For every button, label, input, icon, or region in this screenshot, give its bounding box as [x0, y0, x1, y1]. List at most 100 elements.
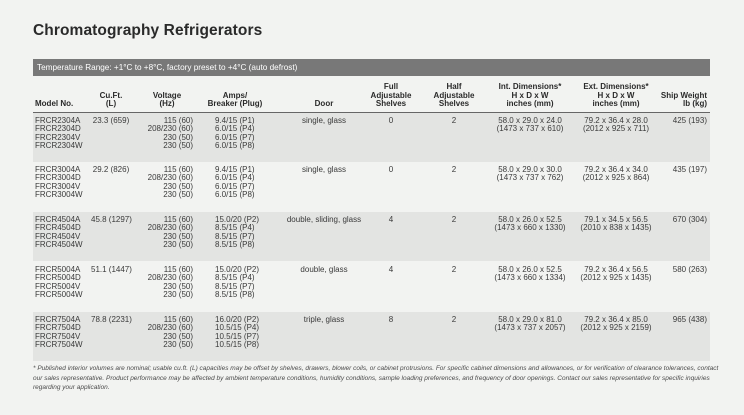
ext-dimensions-cell: 79.2 x 36.4 x 28.0 (2012 x 925 x 711) — [571, 116, 661, 134]
model-numbers-line: FRCR4504A — [35, 215, 81, 224]
header-line: Cu.Ft. — [99, 90, 123, 100]
header-line: Door — [314, 99, 334, 109]
amps-cell-line: 6.0/15 (P7) — [215, 181, 255, 191]
int-dimensions-cell-line: 58.0 x 29.0 x 24.0 — [498, 116, 562, 125]
model-numbers: FRCR4504A FRCR4504D FRCR4504V FRCR4504W — [35, 215, 87, 250]
int-dimensions-cell: 58.0 x 26.0 x 52.5 (1473 x 660 x 1334) — [485, 265, 575, 283]
model-numbers-line: FRCR4504V — [35, 231, 81, 241]
voltage-cell-line: 115 (60) — [163, 165, 193, 174]
amps-cell-line: 16.0/20 (P2) — [215, 315, 260, 324]
header-model: Model No. — [35, 100, 85, 109]
header-full-shelves: Full Adjustable Shelves — [366, 83, 416, 109]
table-row: FRCR4504A FRCR4504D FRCR4504V FRCR4504W 45.8… — [33, 212, 710, 261]
ext-dimensions-cell-line: (2012 x 925 x 1435) — [580, 273, 652, 283]
ext-dimensions-cell-line: 79.2 x 36.4 x 28.0 — [584, 116, 648, 125]
ext-dimensions-cell-line: 79.2 x 36.4 x 34.0 — [584, 165, 648, 174]
amps-cell: 16.0/20 (P2) 10.5/15 (P4) 10.5/15 (P7) 10.5… — [215, 315, 275, 350]
voltage-cell: 115 (60) 208/230 (60) 230 (50) 230 (50) — [141, 165, 193, 200]
amps-cell-line: 9.4/15 (P1) — [215, 116, 255, 125]
table-row: FRCR2304A FRCR2304D FRCR2304V FRCR2304W 23.3… — [33, 113, 710, 162]
ship-weight-cell: 580 (263) — [647, 265, 707, 274]
voltage-cell-line: 115 (60) — [163, 116, 193, 125]
int-dimensions-cell-line: (1473 x 660 x 1330) — [494, 223, 566, 233]
voltage-cell-line: 230 (50) — [163, 181, 193, 191]
voltage-cell-line: 230 (50) — [163, 141, 193, 151]
door-cell: double, sliding, glass — [283, 215, 365, 224]
full-shelves-cell-value: 0 — [388, 116, 394, 125]
ship-weight-cell: 965 (438) — [647, 315, 707, 324]
amps-cell-line: 9.4/15 (P1) — [215, 165, 255, 174]
amps-cell-line: 6.0/15 (P4) — [215, 124, 255, 134]
capacity-cell-value: 29.2 (826) — [92, 165, 130, 174]
voltage-cell-line: 115 (60) — [163, 315, 193, 324]
door-cell: single, glass — [283, 165, 365, 174]
amps-cell: 15.0/20 (P2) 8.5/15 (P4) 8.5/15 (P7) 8.5/15… — [215, 215, 275, 250]
door-cell-value: single, glass — [301, 165, 347, 174]
amps-cell-line: 8.5/15 (P8) — [215, 290, 255, 300]
half-shelves-cell: 2 — [444, 215, 464, 224]
voltage-cell-line: 208/230 (60) — [147, 223, 193, 233]
full-shelves-cell-value: 4 — [388, 265, 394, 274]
capacity-cell-value: 78.8 (2231) — [91, 315, 132, 324]
header-line: Ship Weight — [660, 90, 707, 100]
voltage-cell-line: 208/230 (60) — [147, 124, 193, 134]
header-line: Amps/ — [222, 90, 248, 100]
voltage-cell-line: 230 (50) — [163, 290, 193, 300]
page-title: Chromatography Refrigerators — [33, 22, 263, 39]
header-line: Adjustable — [433, 90, 475, 100]
model-numbers: FRCR2304A FRCR2304D FRCR2304V FRCR2304W — [35, 116, 87, 151]
capacity-cell: 29.2 (826) — [91, 165, 131, 174]
capacity-cell: 45.8 (1297) — [91, 215, 132, 224]
half-shelves-cell-value: 2 — [451, 215, 457, 224]
voltage-cell-line: 230 (50) — [163, 240, 193, 250]
header-line: lb (kg) — [683, 99, 707, 109]
ext-dimensions-cell-line: (2012 x 925 x 2159) — [580, 323, 652, 333]
half-shelves-cell-value: 2 — [451, 165, 457, 174]
half-shelves-cell: 2 — [444, 116, 464, 125]
voltage-cell-line: 208/230 (60) — [147, 273, 193, 283]
voltage-cell: 115 (60) 208/230 (60) 230 (50) 230 (50) — [141, 315, 193, 350]
header-line: Adjustable — [370, 90, 412, 100]
model-numbers: FRCR7504A FRCR7504D FRCR7504V FRCR7504W — [35, 315, 87, 350]
int-dimensions-cell-line: 58.0 x 26.0 x 52.5 — [498, 215, 562, 224]
voltage-cell-line: 230 (50) — [163, 231, 193, 241]
amps-cell-line: 8.5/15 (P7) — [215, 231, 255, 241]
half-shelves-cell: 2 — [444, 165, 464, 174]
model-numbers-line: FRCR2304V — [35, 132, 81, 142]
voltage-cell-line: 208/230 (60) — [147, 173, 193, 183]
int-dimensions-cell-line: (1473 x 737 x 610) — [496, 124, 564, 134]
amps-cell: 15.0/20 (P2) 8.5/15 (P4) 8.5/15 (P7) 8.5/15… — [215, 265, 275, 300]
capacity-cell: 78.8 (2231) — [91, 315, 132, 324]
half-shelves-cell: 2 — [444, 265, 464, 274]
int-dimensions-cell-line: (1473 x 660 x 1334) — [494, 273, 566, 283]
voltage-cell-line: 230 (50) — [163, 281, 193, 291]
ext-dimensions-cell: 79.1 x 34.5 x 56.5 (2010 x 838 x 1435) — [571, 215, 661, 233]
header-line: Int. Dimensions* — [498, 82, 562, 92]
model-numbers: FRCR3004A FRCR3004D FRCR3004V FRCR3004W — [35, 165, 87, 200]
table-row: FRCR3004A FRCR3004D FRCR3004V FRCR3004W 29.2… — [33, 162, 710, 211]
capacity-cell: 51.1 (1447) — [91, 265, 132, 274]
door-cell: triple, glass — [283, 315, 365, 324]
model-numbers-line: FRCR5004A — [35, 265, 81, 274]
voltage-cell-line: 230 (50) — [163, 190, 193, 200]
ship-weight-cell-value: 670 (304) — [672, 215, 707, 224]
voltage-cell-line: 115 (60) — [163, 215, 193, 224]
amps-cell-line: 10.5/15 (P4) — [215, 323, 260, 333]
amps-cell-line: 6.0/15 (P8) — [215, 141, 255, 151]
temperature-range-bar: Temperature Range: +1°C to +8°C, factory… — [33, 59, 710, 76]
ship-weight-cell: 435 (197) — [647, 165, 707, 174]
int-dimensions-cell-line: (1473 x 737 x 762) — [496, 173, 564, 183]
model-numbers-line: FRCR3004D — [35, 173, 81, 183]
full-shelves-cell-value: 8 — [388, 315, 394, 324]
model-numbers-line: FRCR3004W — [35, 190, 83, 200]
full-shelves-cell: 4 — [381, 215, 401, 224]
header-line: (Hz) — [159, 99, 175, 109]
door-cell: double, glass — [283, 265, 365, 274]
full-shelves-cell: 0 — [381, 165, 401, 174]
header-line: Voltage — [152, 90, 182, 100]
amps-cell-line: 6.0/15 (P7) — [215, 132, 255, 142]
half-shelves-cell: 2 — [444, 315, 464, 324]
table-row: FRCR5004A FRCR5004D FRCR5004V FRCR5004W 51.1… — [33, 262, 710, 311]
amps-cell-line: 10.5/15 (P7) — [215, 331, 260, 341]
